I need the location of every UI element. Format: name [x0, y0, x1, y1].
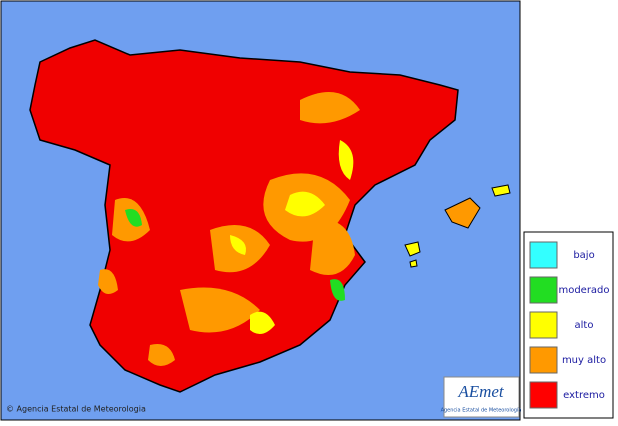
legend-swatch: [529, 311, 558, 339]
legend-label: alto: [575, 320, 594, 331]
legend-swatch: [529, 381, 558, 409]
logo-subtitle: Agencia Estatal de Meteorología: [441, 407, 522, 414]
legend-label: muy alto: [562, 355, 606, 366]
legend-label: bajo: [573, 250, 594, 261]
legend: bajo moderado alto muy alto extremo: [529, 241, 610, 409]
copyright: © Agencia Estatal de Meteorologia: [6, 405, 146, 414]
spain-mainland: [29, 39, 459, 393]
legend-label: moderado: [558, 285, 609, 296]
balearic-islands: [404, 184, 511, 268]
legend-swatch: [529, 276, 558, 304]
logo-box: [443, 376, 520, 418]
legend-label: extremo: [563, 390, 605, 401]
legend-swatch: [529, 241, 558, 269]
logo-title: AEmet: [457, 382, 505, 401]
hazard-areas: [98, 92, 360, 366]
legend-swatch: [529, 346, 558, 374]
